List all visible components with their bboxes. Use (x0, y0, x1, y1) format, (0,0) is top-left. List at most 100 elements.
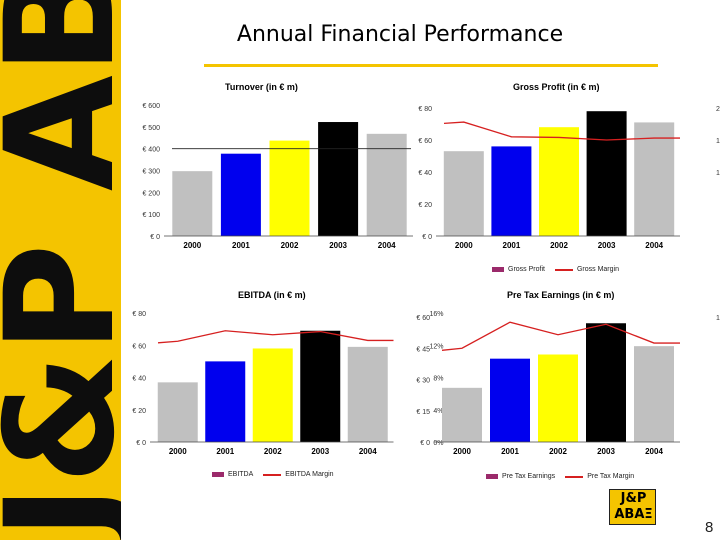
turnover-bar (318, 122, 359, 236)
ebitda-bar (300, 330, 341, 442)
ebitda-legend-bar-label: EBITDA (228, 471, 254, 478)
gross-profit-x-tick-label: 2004 (645, 241, 663, 250)
pre-tax-bar (586, 323, 626, 442)
turnover-x-tick-label: 2003 (329, 241, 347, 250)
gross-profit-x-tick-label: 2000 (455, 241, 473, 250)
side-logo-band: J&P ΑΒΑΞ (0, 0, 121, 540)
ebitda-bar (157, 382, 198, 442)
pre-tax-bar (442, 387, 482, 442)
gross-profit-legend-line-label: Gross Margin (576, 266, 619, 273)
pre-tax-legend: Pre Tax Earnings Pre Tax Margin (486, 473, 634, 480)
turnover-y-tick-label: € 600 (142, 103, 160, 110)
gross-profit-y-tick-label: € 80 (418, 106, 432, 113)
gross-profit-y2-tick-label: 10% (716, 170, 720, 177)
ebitda-legend-line-label: EBITDA Margin (285, 471, 334, 478)
slide-title: Annual Financial Performance (236, 22, 564, 47)
turnover-y-tick-label: € 100 (142, 212, 160, 219)
pre-tax-y-tick-label: € 15 (416, 409, 430, 416)
gross-profit-bar (491, 146, 532, 236)
pre-tax-x-tick-label: 2003 (597, 447, 615, 456)
gross-profit-bar (539, 127, 579, 236)
gross-margin-legend-line (554, 268, 573, 271)
pre-tax-x-tick-label: 2004 (645, 447, 663, 456)
ebitda-y-tick-label: € 80 (132, 311, 146, 318)
corner-logo-line1: J&P (620, 491, 647, 506)
ebitda-bar (347, 346, 388, 442)
ebitda-chart-title: EBITDA (in € m) (238, 290, 306, 300)
turnover-bar (366, 133, 407, 236)
ebitda-y2-tick-label: 12% (429, 343, 443, 350)
ebitda-legend: EBITDA EBITDA Margin (212, 471, 334, 478)
pre-tax-x-tick-label: 2001 (501, 447, 519, 456)
pre-tax-margin-line (441, 321, 680, 351)
gross-profit-legend: Gross Profit Gross Margin (492, 266, 619, 273)
ebitda-margin-line (157, 330, 394, 344)
pre-tax-legend-line-label: Pre Tax Margin (587, 473, 635, 480)
turnover-x-tick-label: 2004 (378, 241, 396, 250)
turnover-chart-title: Turnover (in € m) (225, 82, 298, 92)
ebitda-chart: EBITDA (in € m) € 0 € 20 € 40 € 60 € 80 2000 2… (130, 285, 443, 485)
ebitda-y2-tick-label: 8% (433, 376, 443, 383)
gross-profit-x-tick-label: 2001 (503, 241, 521, 250)
turnover-x-tick-label: 2002 (281, 241, 299, 250)
pre-tax-y-tick-label: € 45 (416, 346, 430, 353)
ebitda-margin-legend-line (263, 473, 282, 476)
pre-tax-earnings-chart-plot: € 0 € 15 € 30 € 45 € 60 2000 2001 2002 2003 2004 0… (416, 315, 720, 456)
ebitda-bar (205, 361, 246, 442)
turnover-x-tick-label: 2001 (232, 241, 250, 250)
ebitda-y2-tick-label: 4% (433, 408, 443, 415)
turnover-y-tick-label: € 400 (142, 147, 160, 154)
pre-tax-legend-bar-label: Pre Tax Earnings (502, 473, 556, 480)
ebitda-x-tick-label: 2000 (169, 447, 187, 456)
ebitda-x-tick-label: 2002 (264, 447, 282, 456)
gross-profit-y-tick-label: € 40 (418, 170, 432, 177)
pre-tax-legend-swatch (486, 474, 498, 479)
turnover-x-tick-label: 2000 (183, 241, 201, 250)
gross-profit-x-tick-label: 2003 (598, 241, 616, 250)
turnover-y-tick-label: € 200 (142, 190, 160, 197)
turnover-y-tick-label: € 300 (142, 169, 160, 176)
gross-profit-legend-swatch (492, 267, 504, 272)
ebitda-chart-plot: € 0 € 20 € 40 € 60 € 80 2000 2001 2002 2003 2004 0… (132, 311, 443, 456)
title-underline (204, 64, 658, 67)
pre-tax-bar (634, 346, 674, 442)
ebitda-y-tick-label: € 0 (136, 440, 146, 447)
gross-profit-y-tick-label: € 20 (418, 202, 432, 209)
pre-tax-earnings-chart: Pre Tax Earnings (in € m) € 0 € 15 € 30 € 4… (410, 285, 720, 485)
gross-profit-chart: Gross Profit (in € m) € 0 € 20 € 40 € 60 € 8… (410, 78, 720, 278)
ebitda-y2-tick-label: 0% (433, 440, 443, 447)
gross-profit-bar (634, 122, 675, 236)
gross-profit-bar (443, 151, 484, 236)
turnover-y-tick-label: € 0 (150, 234, 160, 241)
gross-profit-y2-tick-label: 15% (716, 138, 720, 145)
pre-tax-y2-tick-label: 12% (716, 315, 720, 322)
gross-profit-bar (586, 111, 627, 236)
ebitda-legend-swatch (212, 472, 224, 477)
ebitda-y-tick-label: € 40 (132, 376, 146, 383)
corner-logo: J&P ΑΒΑΞ (609, 489, 656, 525)
gross-profit-legend-bar-label: Gross Profit (508, 266, 545, 273)
pre-tax-y-tick-label: € 30 (416, 378, 430, 385)
pre-tax-bar (538, 354, 578, 442)
corner-logo-line2: ΑΒΑΞ (614, 507, 653, 522)
ebitda-y2-tick-label: 16% (429, 311, 443, 318)
ebitda-y-tick-label: € 60 (132, 343, 146, 350)
pre-tax-x-tick-label: 2000 (453, 447, 471, 456)
turnover-bar (220, 153, 261, 236)
gross-profit-chart-title: Gross Profit (in € m) (513, 82, 600, 92)
gross-profit-margin-line (443, 121, 680, 141)
turnover-y-tick-label: € 500 (142, 125, 160, 132)
pre-tax-y-tick-label: € 60 (416, 315, 430, 322)
turnover-bar (172, 171, 213, 236)
pre-tax-y-tick-label: € 0 (420, 440, 430, 447)
gross-profit-y-tick-label: € 60 (418, 138, 432, 145)
gross-profit-y2-tick-label: 20% (716, 106, 720, 113)
pre-tax-margin-legend-line (565, 475, 584, 478)
gross-profit-y-tick-label: € 0 (422, 234, 432, 241)
turnover-chart: Turnover (in € m) € 0 € 100 € 200 € 300 € 40… (130, 78, 413, 268)
turnover-bar (269, 140, 310, 236)
ebitda-x-tick-label: 2001 (216, 447, 234, 456)
ebitda-y-tick-label: € 20 (132, 408, 146, 415)
page-number: 8 (705, 519, 714, 536)
ebitda-x-tick-label: 2004 (359, 447, 377, 456)
